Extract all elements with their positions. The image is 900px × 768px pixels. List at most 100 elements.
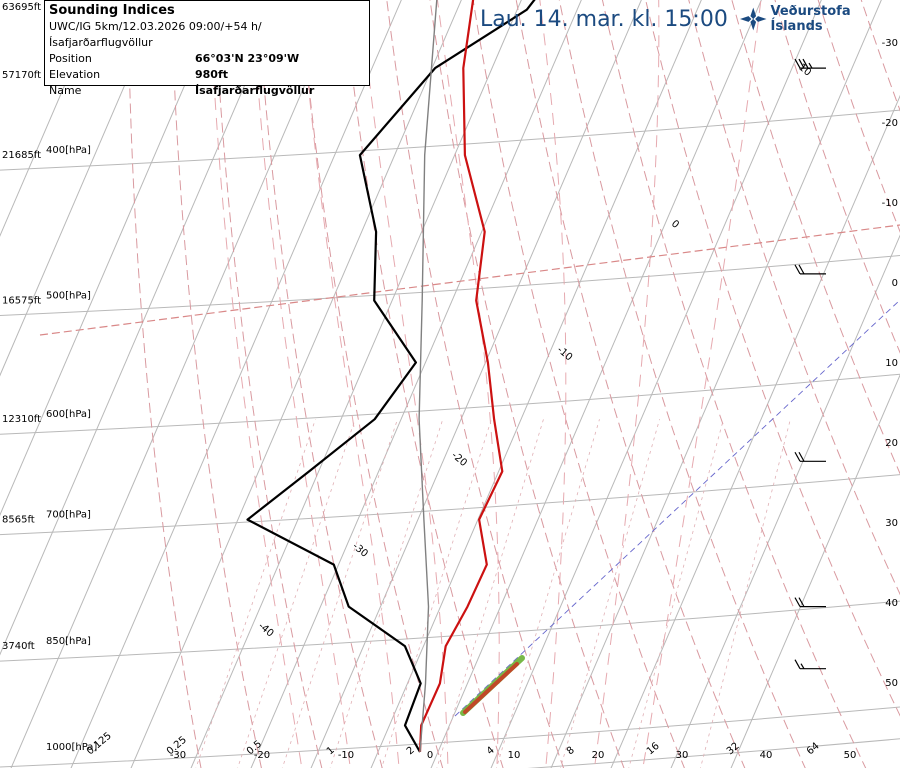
bottom-temp-tick-label: -10 bbox=[338, 750, 354, 761]
mixing-ratio-label: 8 bbox=[565, 745, 577, 758]
altitude-label: 12310ft bbox=[2, 414, 41, 425]
wind-barb bbox=[794, 451, 826, 462]
pressure-label: 600[hPa] bbox=[46, 409, 91, 420]
isotherm-line bbox=[610, 94, 900, 768]
mixing-ratio-line bbox=[281, 419, 398, 768]
isotherm-line bbox=[0, 0, 222, 516]
moist-adiabat-line bbox=[251, 0, 351, 768]
mixing-ratio-line bbox=[496, 419, 600, 768]
isotherm-line bbox=[430, 0, 762, 768]
mixing-ratio-line bbox=[195, 419, 316, 768]
dry-adiabat-line bbox=[558, 0, 806, 768]
isotherm-line bbox=[0, 0, 282, 656]
wind-barb-flag bbox=[794, 659, 801, 670]
bottom-temp-tick-label: 10 bbox=[508, 750, 521, 761]
info-row-position: Position 66°03'N 23°09'W bbox=[49, 51, 365, 67]
temperature-profile-line bbox=[418, 0, 504, 753]
wind-barb-flag bbox=[794, 597, 801, 607]
info-key: Position bbox=[49, 52, 92, 65]
right-axis-tick-label: -30 bbox=[882, 38, 898, 49]
altitude-label: 63695ft bbox=[2, 2, 41, 13]
chart-title: Lau. 14. mar. kl. 15:00 bbox=[480, 7, 728, 32]
altitude-label: 21685ft bbox=[2, 150, 41, 161]
dry-adiabat-line bbox=[256, 0, 383, 768]
mixing-ratio-line bbox=[329, 419, 444, 768]
pressure-label: 700[hPa] bbox=[46, 510, 91, 521]
wind-barb-flag bbox=[798, 58, 805, 69]
moist-adiabat-line bbox=[300, 0, 400, 768]
dry-adiabat-line bbox=[688, 0, 900, 596]
wind-barb-flag bbox=[798, 264, 805, 275]
isobar-line bbox=[0, 474, 900, 536]
bottom-temp-tick-label: 50 bbox=[844, 750, 857, 761]
mixing-ratio-line bbox=[436, 419, 544, 768]
info-value: 980ft bbox=[195, 68, 229, 81]
info-key: Name bbox=[49, 84, 82, 97]
moist-adiabat-line bbox=[593, 0, 660, 768]
isotherm-line bbox=[550, 0, 882, 768]
isobar-line bbox=[0, 706, 900, 768]
isotherm-line bbox=[190, 0, 522, 768]
altitude-label: 57170ft bbox=[2, 70, 41, 81]
altitude-label: 8565ft bbox=[2, 515, 35, 526]
mixing-ratio-label: 4 bbox=[485, 745, 497, 758]
info-run-row: UWC/IG 5km/12.03.2026 09:00/+54 h/Ísafja… bbox=[49, 19, 365, 51]
right-axis-tick-label: 10 bbox=[885, 358, 898, 369]
isotherm-line bbox=[250, 0, 582, 768]
wind-barb-flag bbox=[794, 264, 801, 275]
dry-adiabat-line bbox=[170, 0, 262, 768]
bottom-temp-tick-label: 30 bbox=[676, 750, 689, 761]
dry-adiabat-line bbox=[386, 0, 565, 768]
vedurstofa-logo: Veðurstofa Íslands bbox=[740, 4, 900, 34]
bottom-temp-tick-label: -30 bbox=[170, 750, 186, 761]
info-key: Elevation bbox=[49, 68, 101, 81]
isotherm-line bbox=[10, 0, 342, 768]
parcel-profile-line bbox=[418, 0, 438, 753]
dry-adiabat-line bbox=[429, 0, 625, 768]
right-axis-tick-label: 0 bbox=[892, 278, 898, 289]
bottom-temp-tick-label: 0 bbox=[427, 750, 433, 761]
surface-mixing-strip-core bbox=[463, 662, 519, 714]
dry-adiabat-line bbox=[213, 0, 323, 768]
isotherm-line bbox=[70, 0, 402, 768]
wind-barb-half-flag bbox=[800, 663, 805, 670]
wind-barb bbox=[794, 58, 826, 69]
isobar-line bbox=[527, 738, 900, 768]
wind-barb bbox=[794, 264, 826, 275]
mixing-ratio-line bbox=[237, 419, 356, 768]
right-axis-tick-label: 50 bbox=[885, 678, 898, 689]
isotherm-line bbox=[670, 234, 900, 768]
logo-text: Veðurstofa Íslands bbox=[770, 4, 851, 34]
isotherm-line bbox=[730, 373, 900, 768]
wind-barb-flag bbox=[798, 451, 805, 462]
right-axis-tick-label: 20 bbox=[885, 438, 898, 449]
isotherm-line bbox=[370, 0, 702, 768]
dry-adiabat-line bbox=[601, 0, 867, 768]
wind-barb-flag bbox=[802, 58, 809, 69]
isotherm-line bbox=[130, 0, 462, 768]
mixing-ratio-line bbox=[560, 419, 660, 768]
isotherm-line bbox=[310, 0, 642, 768]
altitude-label: 3740ft bbox=[2, 641, 35, 652]
sounding-indices-box: Sounding Indices UWC/IG 5km/12.03.2026 0… bbox=[44, 0, 370, 97]
dry-adiabat-line bbox=[343, 0, 504, 768]
wind-barb bbox=[794, 597, 826, 608]
mixing-ratio-label: 1 bbox=[325, 745, 337, 758]
series-layer bbox=[246, 0, 536, 753]
bottom-temp-tick-label: 20 bbox=[592, 750, 605, 761]
dewpoint-profile-line bbox=[246, 0, 536, 753]
bottom-temp-tick-label: 40 bbox=[760, 750, 773, 761]
wind-barb-flag bbox=[794, 451, 801, 462]
pressure-label: 1000[hPa] bbox=[46, 742, 97, 753]
moist-adiabat-line bbox=[642, 0, 762, 768]
right-axis-tick-label: 30 bbox=[885, 518, 898, 529]
bottom-temp-tick-label: -20 bbox=[254, 750, 270, 761]
dry-adiabat-line bbox=[731, 0, 900, 475]
info-row-name: Name Ísafjarðarflugvöllur bbox=[49, 83, 365, 99]
pressure-label: 400[hPa] bbox=[46, 145, 91, 156]
mixing-ratio-line bbox=[381, 419, 492, 768]
right-axis-tick-label: -20 bbox=[882, 118, 898, 129]
isotherm-label: 0 bbox=[669, 218, 681, 231]
